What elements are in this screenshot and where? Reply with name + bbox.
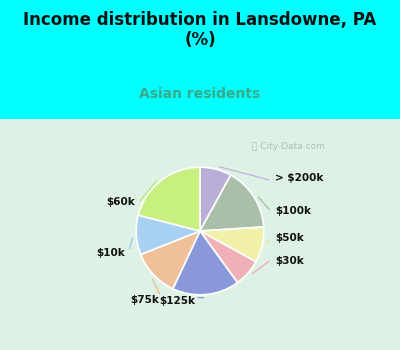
Text: > $200k: > $200k	[275, 173, 324, 183]
Text: Income distribution in Lansdowne, PA
(%): Income distribution in Lansdowne, PA (%)	[23, 10, 377, 49]
Text: $75k: $75k	[130, 295, 159, 305]
Wedge shape	[200, 231, 256, 283]
Text: $30k: $30k	[275, 256, 304, 266]
Wedge shape	[200, 227, 264, 262]
Text: Asian residents: Asian residents	[139, 88, 261, 102]
Text: $10k: $10k	[96, 248, 125, 258]
Text: $60k: $60k	[106, 197, 134, 207]
Text: $50k: $50k	[275, 233, 304, 243]
Wedge shape	[141, 231, 200, 289]
Text: $125k: $125k	[159, 296, 195, 306]
Wedge shape	[200, 175, 264, 231]
Wedge shape	[136, 215, 200, 254]
Text: $100k: $100k	[275, 206, 311, 216]
Wedge shape	[138, 167, 200, 231]
Text: ⓘ City-Data.com: ⓘ City-Data.com	[252, 142, 324, 151]
Wedge shape	[200, 167, 231, 231]
Wedge shape	[173, 231, 238, 295]
